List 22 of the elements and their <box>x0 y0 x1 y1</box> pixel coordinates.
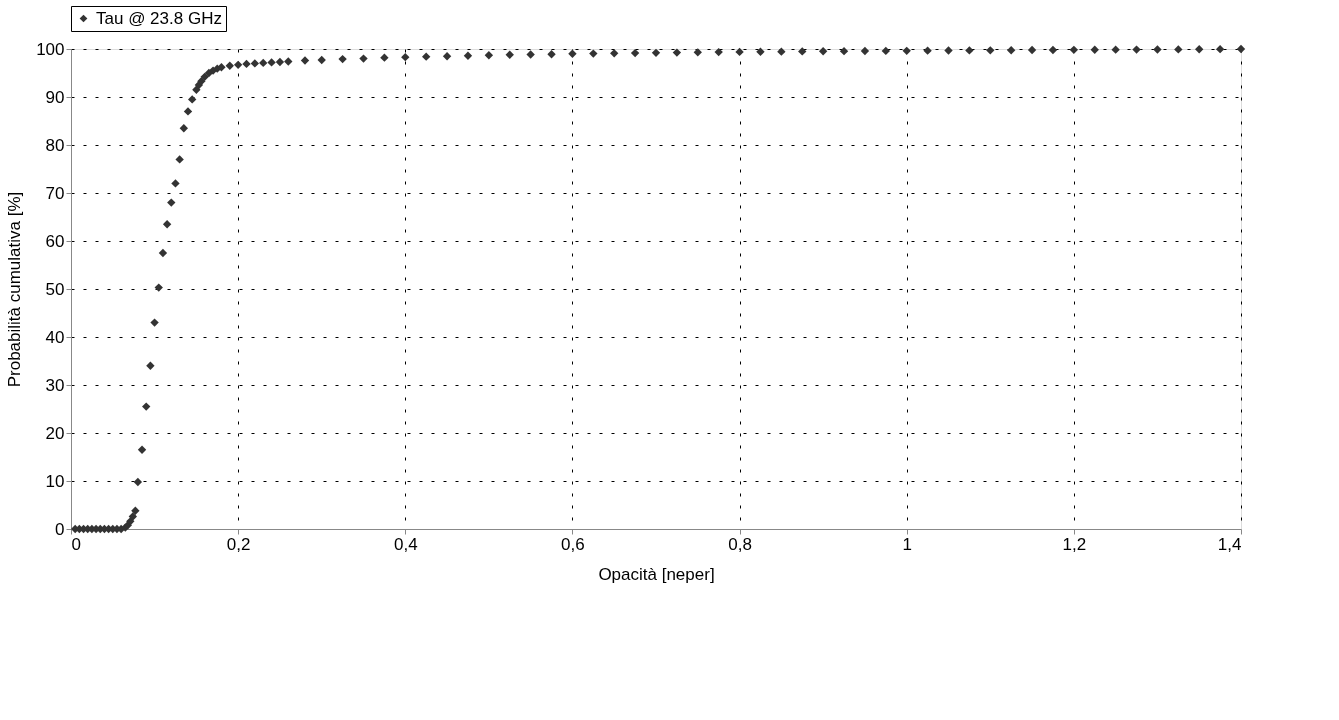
y-tick-label: 100 <box>36 39 65 59</box>
y-tick-label: 50 <box>45 279 65 299</box>
y-tick-label: 80 <box>45 135 65 155</box>
y-tick-label: 0 <box>55 519 65 539</box>
y-tick-label: 40 <box>45 327 65 347</box>
x-axis-title: Opacità [neper] <box>598 564 715 584</box>
y-tick-label: 70 <box>45 183 65 203</box>
legend-label: Tau @ 23.8 GHz <box>96 8 222 28</box>
y-axis-title: Probabilità cumulativa [%] <box>5 191 25 388</box>
x-tick-label: 1,4 <box>1217 534 1242 554</box>
y-tick-label: 10 <box>45 471 65 491</box>
x-tick-label: 0 <box>71 534 81 554</box>
y-tick-label: 20 <box>45 423 65 443</box>
y-tick-label: 90 <box>45 87 65 107</box>
x-tick-label: 1,2 <box>1062 534 1087 554</box>
x-tick-label: 0,6 <box>561 534 585 554</box>
y-tick-label: 60 <box>45 231 65 251</box>
y-tick-label: 30 <box>45 375 65 395</box>
x-tick-label: 0,8 <box>728 534 752 554</box>
x-tick-label: 1 <box>902 534 912 554</box>
x-tick-label: 0,4 <box>393 534 418 554</box>
x-tick-label: 0,2 <box>226 534 251 554</box>
